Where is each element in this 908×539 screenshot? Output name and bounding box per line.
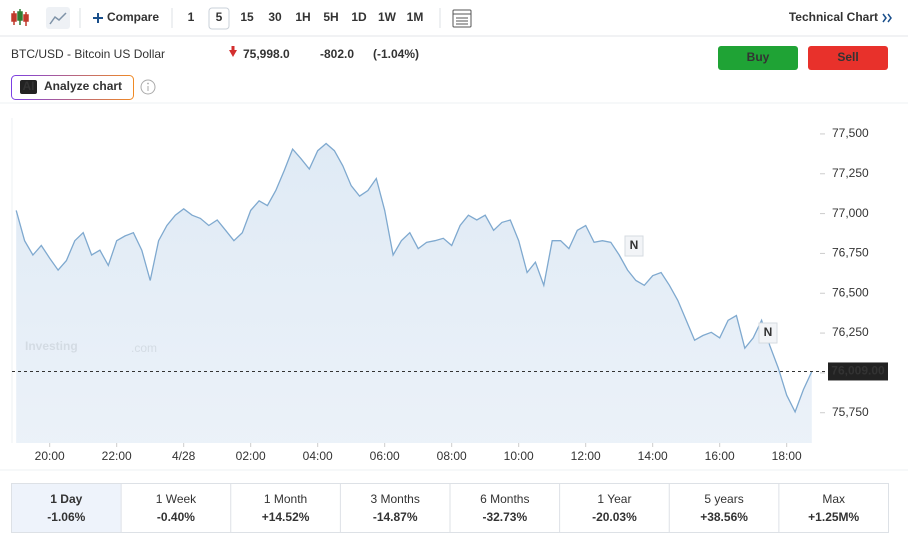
- period-change: +38.56%: [700, 510, 748, 524]
- x-tick-label: 14:00: [638, 449, 668, 463]
- y-tick-label: 77,000: [832, 206, 869, 220]
- x-tick-label: 02:00: [236, 449, 266, 463]
- sell-label[interactable]: Sell: [837, 50, 858, 64]
- period-change: -1.06%: [47, 510, 85, 524]
- compare-button[interactable]: Compare: [107, 10, 159, 24]
- toolbar: [0, 7, 908, 37]
- period-selected-bg: [12, 484, 121, 532]
- x-tick-label: 10:00: [504, 449, 534, 463]
- period-label[interactable]: 6 Months: [480, 492, 529, 506]
- x-tick-label: 22:00: [102, 449, 132, 463]
- news-marker: N: [630, 238, 639, 252]
- down-arrow: [229, 46, 237, 57]
- ai-badge-bg: [20, 80, 37, 94]
- info-icon[interactable]: [140, 79, 156, 95]
- interval-button[interactable]: 5H: [323, 10, 338, 24]
- candle-icon[interactable]: [11, 9, 29, 26]
- interval-button[interactable]: 30: [268, 10, 282, 24]
- interval-button[interactable]: 5: [216, 10, 223, 24]
- x-tick-label: 16:00: [705, 449, 735, 463]
- period-change: -0.40%: [157, 510, 195, 524]
- x-tick-label: 20:00: [35, 449, 65, 463]
- instrument-title: BTC/USD - Bitcoin US Dollar: [11, 47, 165, 61]
- x-tick-label: 4/28: [172, 449, 196, 463]
- last-price-label: 76,009.00: [831, 364, 885, 378]
- interval-button[interactable]: 1M: [407, 10, 424, 24]
- interval-button[interactable]: 1D: [351, 10, 367, 24]
- price-line: [15, 142, 813, 414]
- analyze-button[interactable]: [11, 75, 134, 100]
- y-tick-label: 77,500: [832, 126, 869, 140]
- price-area: [16, 143, 812, 443]
- period-label[interactable]: 5 years: [704, 492, 743, 506]
- x-tick-label: 18:00: [772, 449, 802, 463]
- period-change: -14.87%: [373, 510, 418, 524]
- news-marker-box[interactable]: [624, 235, 644, 257]
- ai-badge: AI: [23, 79, 35, 93]
- x-tick-label: 12:00: [571, 449, 601, 463]
- y-tick-label: 76,750: [832, 246, 869, 260]
- interval-button[interactable]: 1: [188, 10, 195, 24]
- x-tick-label: 04:00: [303, 449, 333, 463]
- price: 75,998.0: [243, 47, 290, 61]
- interval-button[interactable]: 15: [240, 10, 254, 24]
- sell-button[interactable]: [808, 46, 888, 70]
- interval-button[interactable]: 1W: [378, 10, 397, 24]
- period-label[interactable]: 1 Year: [597, 492, 631, 506]
- period-label[interactable]: Max: [822, 492, 845, 506]
- y-tick-label: 76,500: [832, 285, 869, 299]
- period-label[interactable]: 1 Week: [156, 492, 197, 506]
- period-change: +1.25M%: [808, 510, 859, 524]
- technical-chart-link[interactable]: Technical Chart: [789, 10, 878, 24]
- period-change: +14.52%: [262, 510, 310, 524]
- news-marker-box[interactable]: [758, 322, 778, 344]
- change: -802.0: [320, 47, 354, 61]
- table-icon[interactable]: [452, 9, 472, 28]
- chart: Investing.com20:0022:004/2802:0004:0006:…: [11, 118, 888, 463]
- period-change: -32.73%: [482, 510, 527, 524]
- buy-button[interactable]: [718, 46, 798, 70]
- change-pct: (-1.04%): [373, 47, 419, 61]
- x-tick-label: 06:00: [370, 449, 400, 463]
- period-label[interactable]: 1 Day: [50, 492, 82, 506]
- y-tick-label: 75,750: [832, 405, 869, 419]
- area-icon[interactable]: [46, 7, 70, 29]
- last-price-box: [828, 362, 888, 381]
- y-tick-label: 76,250: [832, 325, 869, 339]
- y-tick-label: 77,250: [832, 166, 869, 180]
- interval-button[interactable]: 1H: [295, 10, 310, 24]
- period-label[interactable]: 3 Months: [371, 492, 420, 506]
- news-marker: N: [764, 325, 773, 339]
- period-change: -20.03%: [592, 510, 637, 524]
- period-label[interactable]: 1 Month: [264, 492, 307, 506]
- interval-selected-bg: [208, 7, 230, 30]
- analyze-label[interactable]: Analyze chart: [44, 79, 122, 93]
- buy-label[interactable]: Buy: [747, 50, 770, 64]
- x-tick-label: 08:00: [437, 449, 467, 463]
